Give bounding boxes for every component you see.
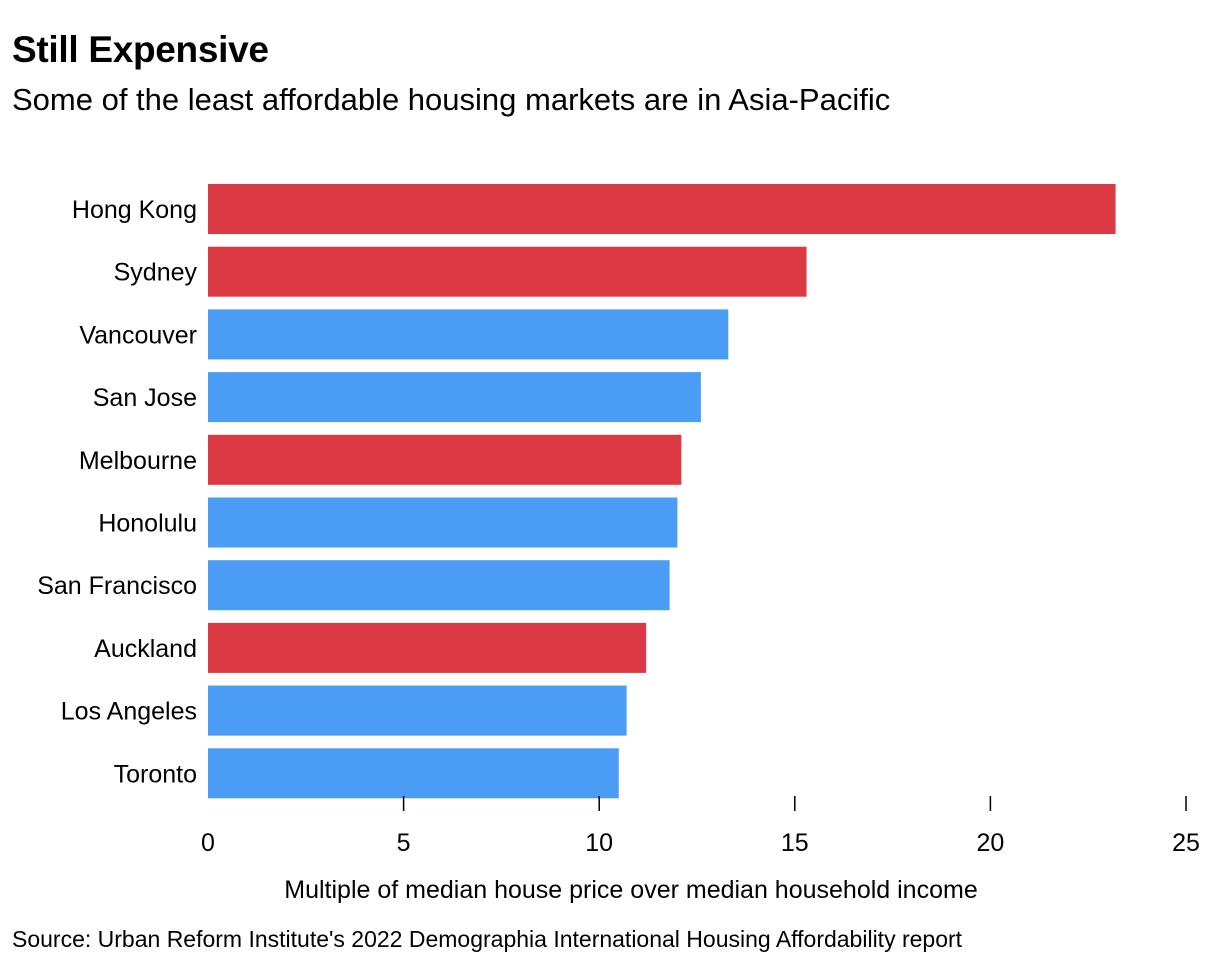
category-label: Toronto bbox=[114, 760, 197, 788]
category-label: Honolulu bbox=[98, 510, 197, 538]
category-label: Auckland bbox=[94, 635, 197, 663]
bar-los-angeles bbox=[208, 685, 627, 736]
bar-honolulu bbox=[208, 497, 678, 548]
bar-melbourne bbox=[208, 434, 682, 485]
bar-san-francisco bbox=[208, 560, 670, 611]
category-label: Los Angeles bbox=[61, 698, 197, 726]
category-label: Vancouver bbox=[79, 321, 197, 349]
x-tick-label: 15 bbox=[781, 829, 809, 857]
bar-toronto bbox=[208, 748, 619, 799]
bar-sydney bbox=[208, 246, 807, 297]
bar-chart: Hong Kong Sydney Vancouver San Jose Melbourn… bbox=[37, 184, 1200, 904]
bar-hong-kong bbox=[208, 184, 1116, 234]
x-tick-label: 25 bbox=[1172, 829, 1200, 857]
bar-vancouver bbox=[208, 309, 729, 360]
x-tick-label: 0 bbox=[201, 829, 215, 857]
source-note: Source: Urban Reform Institute's 2022 De… bbox=[12, 926, 963, 952]
x-tick-label: 10 bbox=[585, 829, 613, 857]
category-label: San Francisco bbox=[37, 572, 197, 600]
x-tick-label: 20 bbox=[976, 829, 1004, 857]
x-tick-label: 5 bbox=[397, 829, 411, 857]
chart-title: Still Expensive bbox=[12, 29, 269, 70]
x-axis-label: Multiple of median house price over medi… bbox=[284, 876, 977, 904]
bar-auckland bbox=[208, 622, 647, 673]
bars-group bbox=[208, 184, 1116, 799]
category-label: San Jose bbox=[93, 384, 197, 412]
category-label: Melbourne bbox=[79, 447, 197, 475]
bar-san-jose bbox=[208, 372, 701, 423]
category-label: Hong Kong bbox=[72, 196, 197, 224]
x-axis: 0 5 10 15 20 25 bbox=[201, 796, 1200, 857]
chart-subtitle: Some of the least affordable housing mar… bbox=[12, 82, 891, 117]
category-labels-group: Hong Kong Sydney Vancouver San Jose Melbourn… bbox=[37, 196, 197, 788]
category-label: Sydney bbox=[114, 259, 198, 287]
